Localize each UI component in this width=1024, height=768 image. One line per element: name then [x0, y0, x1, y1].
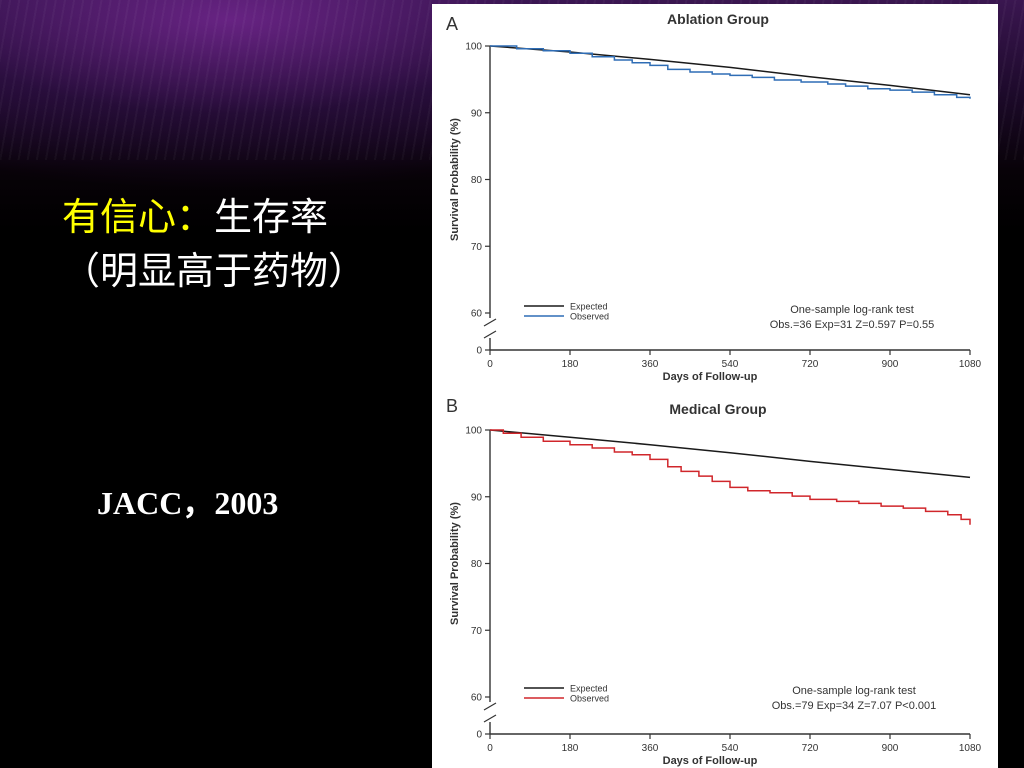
x-tick-label: 540	[722, 743, 739, 754]
title-rest: 生存率	[214, 195, 329, 239]
y-tick-label: 90	[471, 108, 483, 119]
x-tick-label: 0	[487, 743, 493, 754]
x-tick-label: 900	[882, 743, 899, 754]
axis-break-mark	[483, 702, 497, 711]
stats-annotation: Obs.=79 Exp=34 Z=7.07 P<0.001	[772, 700, 937, 712]
y-tick-label: 80	[471, 559, 483, 570]
figure-panel: A Ablation Group 100 90 80 70 60 0 0 180 360 540 720…	[432, 4, 998, 768]
expected-curve-medical	[489, 429, 971, 479]
panel-label: B	[446, 396, 458, 416]
slide-title: 有信心：生存率	[62, 194, 328, 240]
y-tick-label: 100	[465, 426, 482, 437]
y-tick-label: 0	[476, 730, 482, 741]
title-highlight: 有信心：	[62, 195, 215, 239]
x-axis-label: Days of Follow-up	[663, 371, 758, 383]
slide-subtitle: （明显高于药物）	[62, 249, 367, 293]
y-axis-label: Survival Probability (%)	[449, 502, 461, 625]
chart-title: Medical Group	[669, 401, 766, 417]
stats-annotation: Obs.=36 Exp=31 Z=0.597 P=0.55	[770, 319, 935, 331]
ablation-survival-chart: A Ablation Group 100 90 80 70 60 00 180 360 540 720…	[446, 11, 982, 383]
legend-label-expected: Expected	[570, 684, 608, 694]
chart-title: Ablation Group	[667, 11, 769, 27]
axis-break-mark	[483, 318, 497, 327]
stats-annotation: One-sample log-rank test	[792, 685, 916, 697]
citation: JACC，2003	[97, 485, 279, 521]
y-axis-label: Survival Probability (%)	[449, 118, 461, 241]
x-tick-label: 1080	[959, 359, 982, 370]
y-tick-label: 60	[471, 693, 483, 704]
x-tick-label: 540	[722, 359, 739, 370]
medical-survival-chart: B Medical Group 100 90 80 70 60 00 180 360 540 720 9…	[446, 396, 982, 767]
x-tick-label: 360	[642, 743, 659, 754]
observed-curve-ablation	[490, 45, 971, 99]
legend-label-expected: Expected	[570, 302, 608, 312]
legend-label-observed: Observed	[570, 694, 609, 704]
x-tick-label: 0	[487, 359, 493, 370]
observed-curve-medical	[490, 429, 971, 525]
panel-label: A	[446, 14, 458, 34]
x-axis-label: Days of Follow-up	[663, 755, 758, 767]
x-tick-label: 1080	[959, 743, 982, 754]
y-tick-label: 0	[476, 346, 482, 357]
expected-curve-ablation	[489, 45, 971, 96]
stats-annotation: One-sample log-rank test	[790, 304, 914, 316]
y-tick-label: 100	[465, 42, 482, 53]
x-tick-label: 360	[642, 359, 659, 370]
axis-break-mark	[483, 330, 497, 339]
y-tick-label: 80	[471, 175, 483, 186]
y-tick-label: 60	[471, 309, 483, 320]
x-tick-label: 180	[562, 743, 579, 754]
x-tick-label: 720	[802, 743, 819, 754]
legend-label-observed: Observed	[570, 312, 609, 322]
x-tick-label: 180	[562, 359, 579, 370]
y-tick-label: 70	[471, 242, 483, 253]
x-tick-label: 900	[882, 359, 899, 370]
axis-break-mark	[483, 714, 497, 723]
y-tick-label: 70	[471, 626, 483, 637]
x-tick-label: 720	[802, 359, 819, 370]
y-tick-label: 90	[471, 492, 483, 503]
